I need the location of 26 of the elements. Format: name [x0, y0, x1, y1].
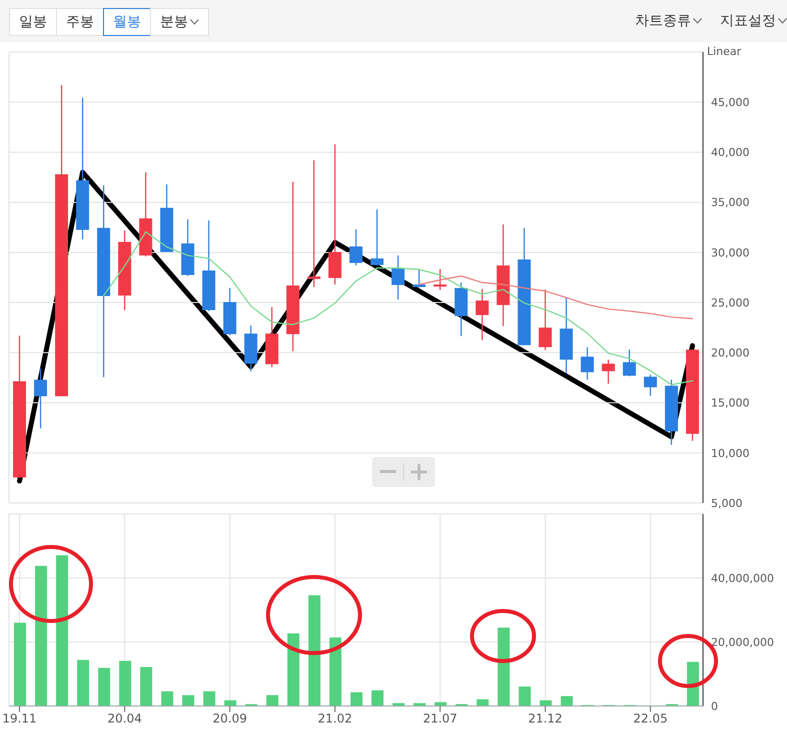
y-tick-label: 40,000,000 — [711, 572, 774, 585]
text: 주봉 — [56, 8, 104, 36]
y-tick-label: 45,000 — [711, 96, 750, 110]
text: 지표설정 — [720, 12, 777, 30]
y-tick-label: 20,000,000 — [711, 636, 774, 649]
y-tick-label: 35,000 — [711, 196, 750, 210]
x-tick-label: 21.12 — [528, 712, 562, 726]
text: 차트종류 — [635, 12, 692, 30]
y-tick-label: 20,000 — [711, 346, 750, 360]
x-tick-label: 20.04 — [107, 712, 142, 726]
x-tick-label: 21.07 — [422, 712, 458, 726]
text: 분봉 — [150, 8, 209, 36]
y-tick-label: 5,000 — [711, 496, 742, 510]
text: 월봉 — [103, 8, 151, 36]
x-tick-label: 20.09 — [212, 712, 247, 726]
y-tick-label: 25,000 — [711, 296, 750, 310]
y-tick-label: 30,000 — [711, 246, 750, 260]
x-tick-label: 21.02 — [318, 712, 352, 726]
x-tick-label: 22.05 — [633, 712, 668, 726]
y-tick-label: 15,000 — [711, 396, 750, 410]
text: Linear — [707, 45, 742, 58]
x-tick-label: 19.11 — [2, 712, 37, 726]
text: 일봉 — [9, 8, 57, 36]
y-tick-label: 0 — [711, 700, 718, 713]
y-tick-label: 10,000 — [711, 446, 750, 460]
y-tick-label: 40,000 — [711, 146, 750, 160]
